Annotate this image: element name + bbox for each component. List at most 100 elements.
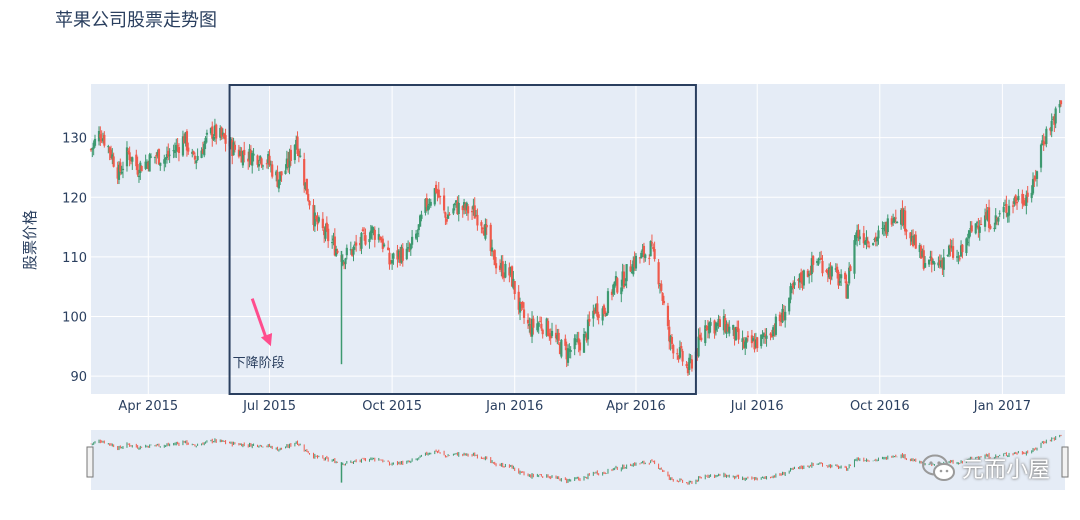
candle bbox=[642, 242, 646, 263]
candle bbox=[149, 153, 153, 159]
candle bbox=[706, 319, 710, 339]
candle bbox=[902, 207, 905, 229]
candle bbox=[498, 259, 502, 273]
candle bbox=[501, 254, 504, 280]
candle bbox=[1013, 196, 1016, 207]
candle bbox=[268, 149, 271, 167]
candle bbox=[372, 226, 375, 236]
candle bbox=[289, 145, 292, 166]
candle bbox=[1026, 185, 1029, 203]
candle bbox=[517, 285, 520, 315]
candle bbox=[103, 131, 106, 148]
candle bbox=[407, 240, 410, 253]
candle bbox=[145, 159, 149, 169]
candle bbox=[288, 148, 291, 175]
candle bbox=[140, 165, 143, 172]
candle bbox=[529, 318, 532, 337]
candle bbox=[481, 226, 484, 234]
candle bbox=[1025, 190, 1028, 215]
candle bbox=[369, 224, 372, 240]
candle bbox=[633, 251, 636, 271]
y-tick-label: 110 bbox=[62, 251, 87, 266]
candle bbox=[526, 313, 530, 329]
candle bbox=[942, 249, 945, 278]
candle bbox=[209, 127, 213, 136]
candle bbox=[733, 327, 736, 346]
candle bbox=[492, 250, 495, 260]
candle bbox=[504, 260, 507, 279]
candle bbox=[958, 255, 961, 262]
candle bbox=[332, 232, 335, 246]
candle bbox=[480, 220, 483, 234]
candle bbox=[829, 262, 832, 285]
watermark-text: 元而小屋 bbox=[961, 458, 1050, 483]
candle bbox=[876, 236, 879, 247]
candle bbox=[641, 243, 644, 258]
candle bbox=[452, 204, 455, 216]
candle bbox=[175, 138, 178, 159]
candle bbox=[584, 331, 587, 338]
candle bbox=[997, 216, 1000, 226]
candle bbox=[648, 254, 651, 266]
range-slider-left-handle[interactable] bbox=[86, 446, 94, 478]
candle bbox=[725, 320, 728, 339]
candle bbox=[324, 223, 327, 242]
candle bbox=[1021, 189, 1024, 209]
candle bbox=[773, 323, 776, 337]
candle bbox=[371, 225, 374, 240]
candle bbox=[672, 343, 675, 359]
candle bbox=[913, 234, 916, 246]
candle bbox=[802, 269, 805, 289]
candle bbox=[970, 221, 973, 233]
candle bbox=[892, 213, 895, 227]
candle bbox=[409, 243, 412, 256]
candle bbox=[437, 181, 440, 199]
candle bbox=[606, 288, 610, 315]
candle bbox=[820, 250, 823, 261]
candle bbox=[257, 159, 260, 172]
candle bbox=[121, 161, 125, 179]
candle bbox=[845, 274, 848, 299]
candle bbox=[588, 311, 591, 327]
candle bbox=[918, 242, 921, 258]
candle bbox=[368, 232, 371, 249]
candle bbox=[770, 329, 773, 338]
candle bbox=[826, 268, 829, 283]
candle bbox=[650, 234, 654, 247]
candle bbox=[248, 144, 251, 168]
candle bbox=[181, 130, 185, 157]
candle bbox=[280, 171, 283, 182]
candle bbox=[1045, 126, 1048, 148]
candle bbox=[204, 135, 207, 150]
candle bbox=[541, 328, 544, 339]
candle bbox=[994, 208, 997, 230]
candle bbox=[213, 118, 217, 142]
candle bbox=[343, 261, 346, 270]
candle bbox=[373, 226, 376, 248]
x-tick-label: Apr 2016 bbox=[606, 399, 666, 414]
range-slider[interactable] bbox=[91, 430, 1065, 490]
annotation-layer: 下降阶段 bbox=[228, 84, 697, 395]
candle bbox=[669, 334, 672, 351]
candle bbox=[1031, 172, 1035, 196]
candle bbox=[987, 199, 991, 233]
candle bbox=[638, 256, 642, 264]
candle bbox=[107, 144, 110, 154]
candle bbox=[380, 236, 383, 243]
candle bbox=[836, 263, 839, 279]
range-slider-right-handle[interactable] bbox=[1061, 446, 1069, 478]
candle bbox=[772, 325, 775, 340]
candle bbox=[415, 229, 418, 241]
candle bbox=[251, 150, 254, 174]
candle bbox=[586, 314, 590, 346]
candle bbox=[336, 248, 339, 255]
candle bbox=[923, 256, 927, 269]
candle bbox=[185, 129, 189, 157]
candle bbox=[933, 261, 936, 271]
candle bbox=[484, 218, 487, 241]
candle bbox=[979, 217, 983, 225]
candle bbox=[284, 164, 287, 175]
candle bbox=[872, 242, 875, 246]
